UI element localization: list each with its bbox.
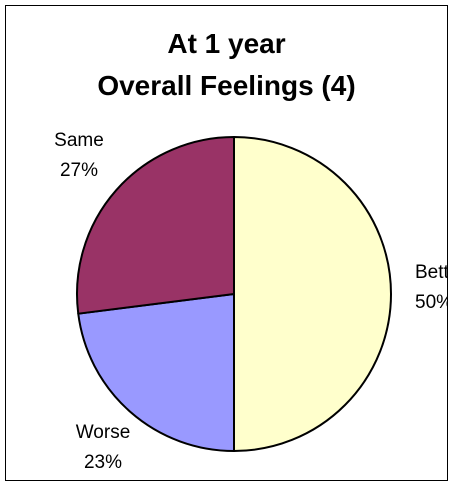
slice-label-better: Bette — [415, 262, 448, 283]
slice-value-same: 27% — [60, 160, 98, 181]
pie-slice-worse — [77, 293, 235, 452]
chart-title: At 1 year — [167, 28, 286, 59]
slice-label-worse: Worse — [76, 422, 131, 443]
slice-value-better: 50% — [415, 292, 448, 313]
slice-label-same: Same — [54, 130, 104, 151]
pie-slice-same — [76, 136, 235, 315]
pie-slice-better — [233, 136, 392, 452]
slice-value-worse: 23% — [84, 452, 122, 473]
chart-subtitle: Overall Feelings (4) — [97, 70, 356, 101]
pie-slices — [76, 136, 392, 452]
chart-title-block: At 1 year Overall Feelings (4) — [6, 23, 447, 107]
pie-labels: Bette 50% Worse 23% Same 27% — [54, 130, 448, 473]
chart-frame: At 1 year Overall Feelings (4) Bette 50%… — [5, 5, 448, 481]
pie-chart: Bette 50% Worse 23% Same 27% — [54, 130, 448, 473]
